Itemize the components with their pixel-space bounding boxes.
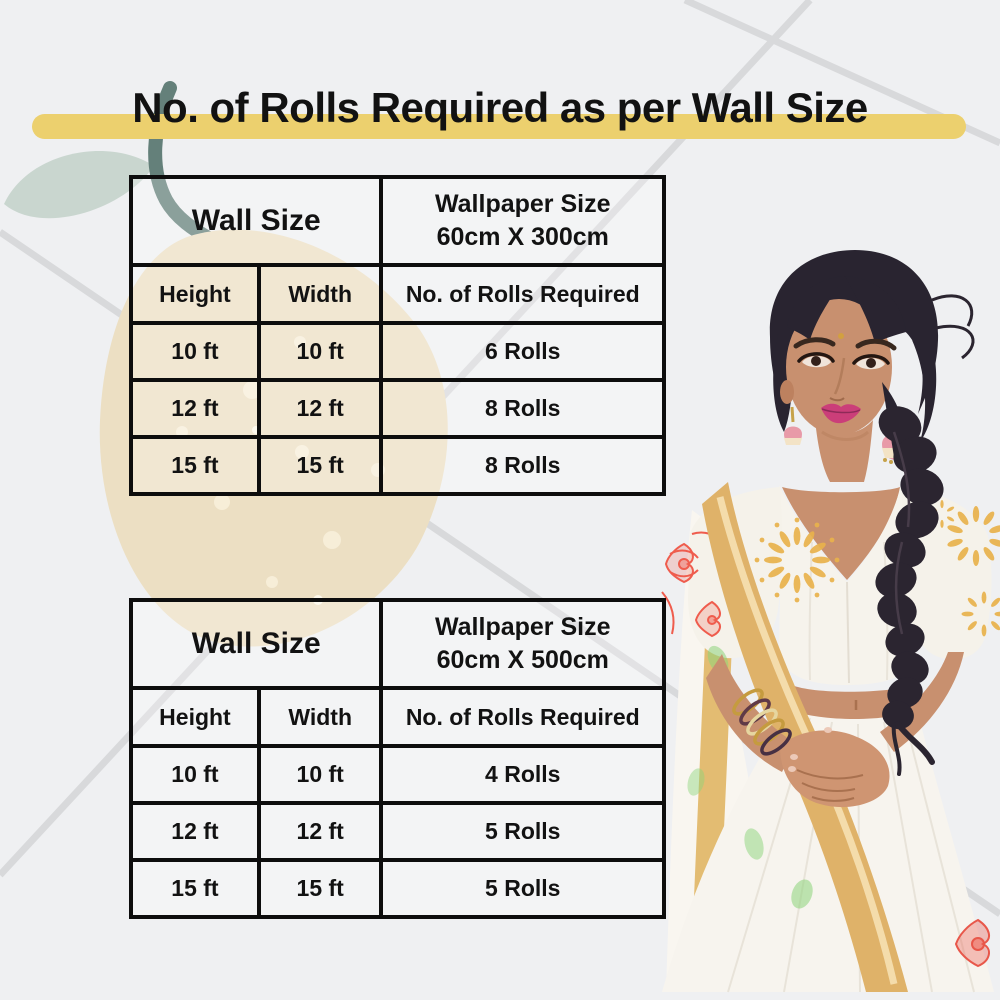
- model-photo: [661, 250, 1000, 993]
- wallpaper-size-line1: Wallpaper Size: [434, 613, 611, 641]
- col-header-height: Height: [129, 686, 261, 748]
- col-header-rolls: No. of Rolls Required: [379, 686, 666, 748]
- cell-width: 15 ft: [256, 435, 384, 496]
- cell-width: 10 ft: [256, 744, 384, 805]
- leaf-icon: [4, 150, 154, 219]
- cell-height: 10 ft: [129, 744, 261, 805]
- hair-strand: [931, 294, 974, 327]
- table-header-row: Wall Size Wallpaper Size 60cm X 300cm: [128, 175, 666, 267]
- fingernail: [790, 754, 798, 760]
- table-row: 12 ft 12 ft 5 Rolls: [129, 801, 666, 862]
- rolls-table-500cm: Wall Size Wallpaper Size 60cm X 500cm He…: [128, 598, 666, 919]
- model-face: [780, 276, 906, 435]
- table-row: 10 ft 10 ft 6 Rolls: [129, 321, 666, 382]
- col-header-height: Height: [129, 263, 261, 325]
- table-row: 15 ft 15 ft 5 Rolls: [129, 858, 666, 919]
- title-block: No. of Rolls Required as per Wall Size: [0, 80, 1000, 150]
- model-braid: [875, 382, 944, 776]
- cell-rolls: 5 Rolls: [379, 801, 666, 862]
- cell-rolls: 6 Rolls: [379, 321, 666, 382]
- red-floral-print: [954, 918, 990, 968]
- model-hands: [706, 652, 964, 808]
- table-subheader-row: Height Width No. of Rolls Required: [129, 263, 666, 325]
- cell-width: 12 ft: [256, 378, 384, 439]
- table-header-row: Wall Size Wallpaper Size 60cm X 500cm: [128, 598, 666, 690]
- yellow-motif: [754, 500, 1000, 637]
- cell-width: 15 ft: [256, 858, 384, 919]
- cell-height: 12 ft: [129, 801, 261, 862]
- wallpaper-size-line2: 60cm X 500cm: [436, 646, 609, 674]
- hair-strand: [935, 324, 975, 360]
- fingernail: [824, 727, 832, 733]
- cell-rolls: 5 Rolls: [379, 858, 666, 919]
- eyebrow: [855, 338, 897, 351]
- title-highlight-bar: [32, 114, 966, 139]
- cell-width: 10 ft: [256, 321, 384, 382]
- table-row: 12 ft 12 ft 8 Rolls: [129, 378, 666, 439]
- eyebrow: [793, 337, 836, 349]
- table-row: 10 ft 10 ft 4 Rolls: [129, 744, 666, 805]
- wall-size-header-cell: Wall Size: [128, 175, 384, 267]
- wall-size-header-cell: Wall Size: [128, 598, 384, 690]
- wallpaper-size-line1: Wallpaper Size: [434, 190, 611, 218]
- bindi: [838, 333, 844, 339]
- cell-height: 15 ft: [129, 858, 261, 919]
- model-blouse: [779, 485, 916, 685]
- model-neck: [782, 420, 900, 580]
- cell-rolls: 4 Rolls: [379, 744, 666, 805]
- cell-rolls: 8 Rolls: [379, 435, 666, 496]
- cell-height: 10 ft: [129, 321, 261, 382]
- wallpaper-size-header-cell: Wallpaper Size 60cm X 500cm: [379, 598, 666, 690]
- lips: [821, 403, 861, 424]
- page-title: No. of Rolls Required as per Wall Size: [132, 84, 868, 131]
- bangles: [732, 688, 792, 756]
- col-header-width: Width: [256, 686, 384, 748]
- wallpaper-size-line2: 60cm X 300cm: [436, 223, 609, 251]
- cell-height: 12 ft: [129, 378, 261, 439]
- cell-rolls: 8 Rolls: [379, 378, 666, 439]
- cell-height: 15 ft: [129, 435, 261, 496]
- cell-width: 12 ft: [256, 801, 384, 862]
- fingernail: [788, 766, 796, 772]
- wallpaper-size-header-cell: Wallpaper Size 60cm X 300cm: [379, 175, 666, 267]
- table-subheader-row: Height Width No. of Rolls Required: [129, 686, 666, 748]
- col-header-rolls: No. of Rolls Required: [379, 263, 666, 325]
- col-header-width: Width: [256, 263, 384, 325]
- table-row: 15 ft 15 ft 8 Rolls: [129, 435, 666, 496]
- rolls-table-300cm: Wall Size Wallpaper Size 60cm X 300cm He…: [128, 175, 666, 496]
- ear: [780, 380, 794, 404]
- nose: [833, 357, 846, 395]
